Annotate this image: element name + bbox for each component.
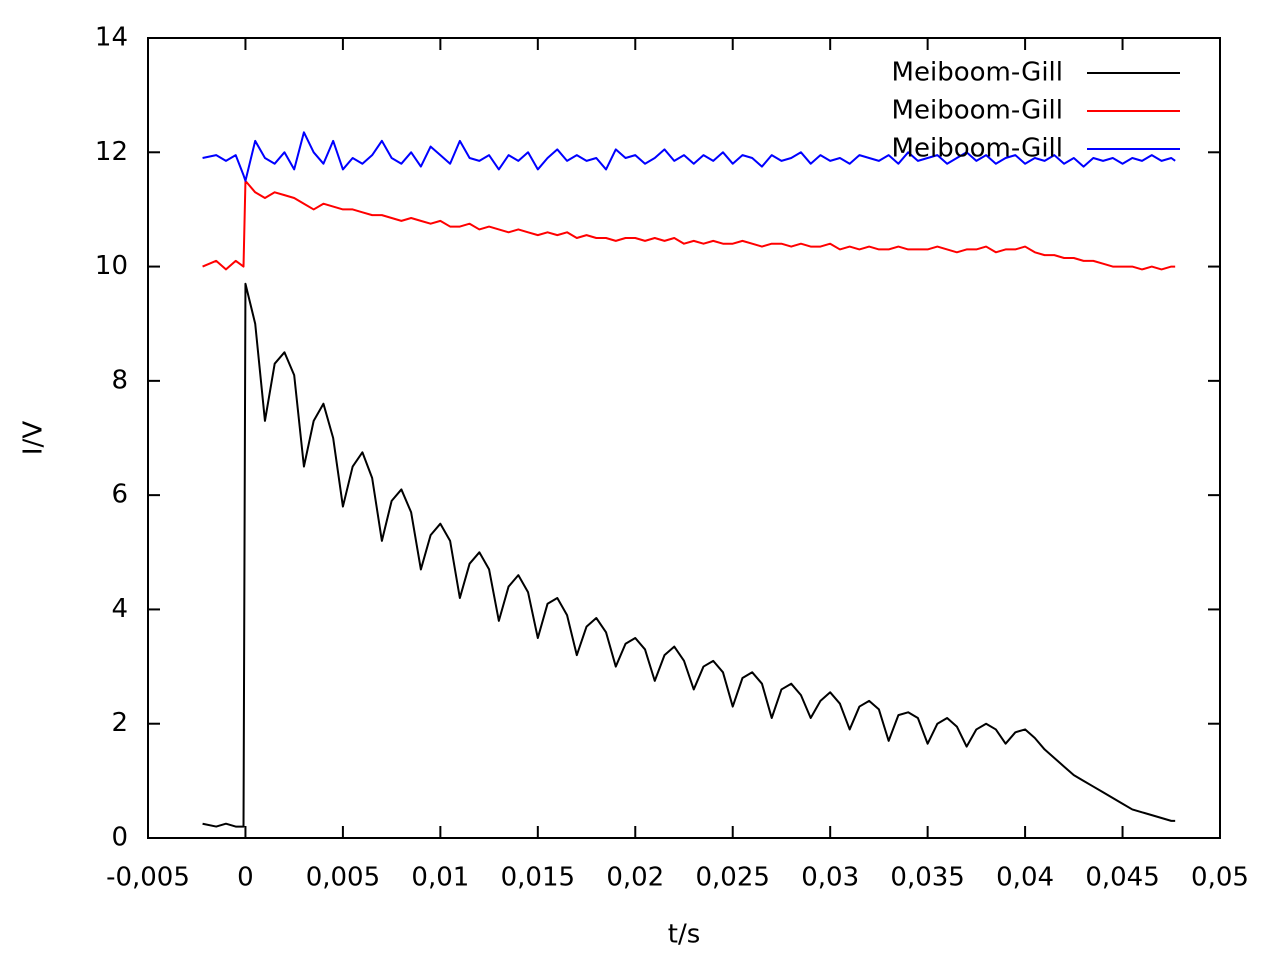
- x-axis-label: t/s: [668, 920, 701, 950]
- y-tick-label: 4: [111, 594, 128, 624]
- y-tick-label: 0: [111, 823, 128, 853]
- y-tick-label: 14: [95, 23, 128, 53]
- series-line: [202, 131, 1176, 182]
- x-tick-label: -0,005: [106, 863, 190, 893]
- y-tick-label: 6: [111, 480, 128, 510]
- legend-label: Meiboom-Gill: [892, 58, 1063, 88]
- x-tick-label: 0,03: [801, 863, 859, 893]
- legend-label: Meiboom-Gill: [892, 96, 1063, 126]
- series-line: [202, 179, 1176, 271]
- y-tick-label: 2: [111, 708, 128, 738]
- x-tick-label: 0,01: [411, 863, 469, 893]
- x-tick-label: 0,045: [1085, 863, 1159, 893]
- x-tick-label: 0,02: [606, 863, 664, 893]
- y-tick-label: 8: [111, 365, 128, 395]
- y-tick-label: 12: [95, 137, 128, 167]
- x-tick-label: 0,005: [306, 863, 380, 893]
- x-tick-label: 0,015: [501, 863, 575, 893]
- series-line: [202, 282, 1176, 828]
- y-tick-label: 10: [95, 251, 128, 281]
- x-tick-label: 0,05: [1191, 863, 1249, 893]
- x-tick-label: 0,04: [996, 863, 1054, 893]
- x-tick-label: 0,035: [890, 863, 964, 893]
- y-axis-label: I/V: [19, 421, 49, 455]
- x-tick-label: 0,025: [696, 863, 770, 893]
- legend-label: Meiboom-Gill: [892, 134, 1063, 164]
- plot-frame: [147, 37, 1221, 839]
- x-tick-label: 0: [237, 863, 254, 893]
